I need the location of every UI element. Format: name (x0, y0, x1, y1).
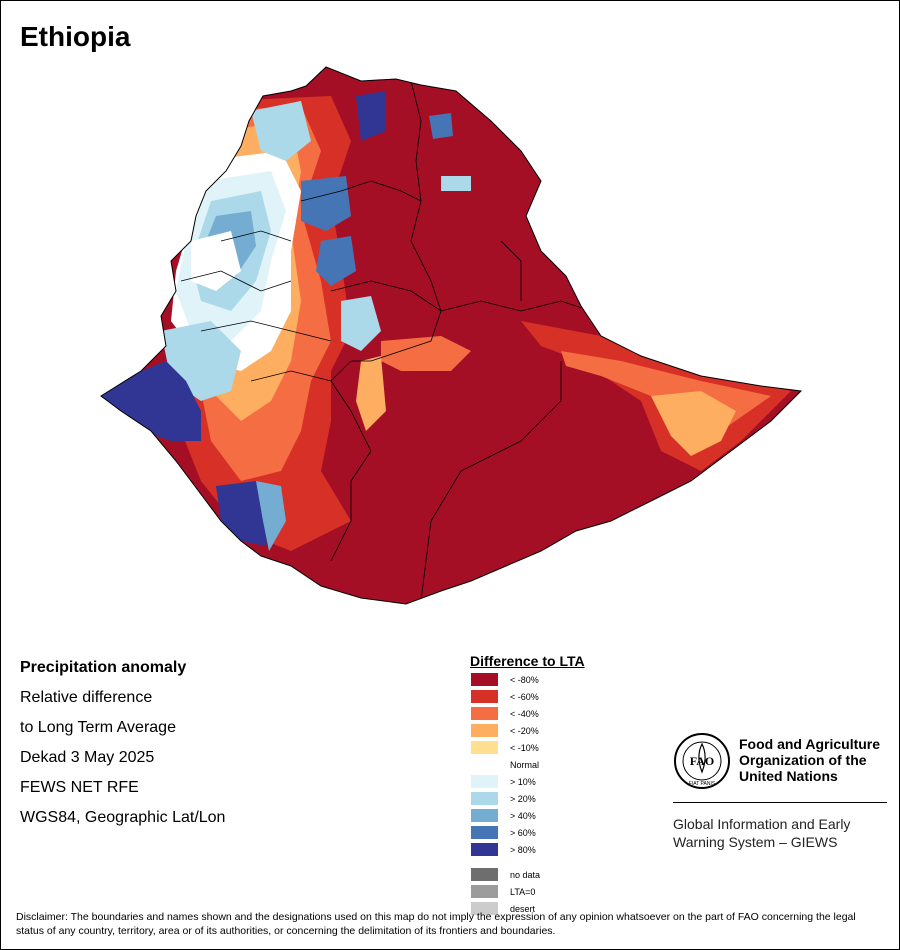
info-line-3: Dekad 3 May 2025 (20, 749, 155, 766)
info-line-4: FEWS NET RFE (20, 779, 139, 796)
legend-extra-label: LTA=0 (510, 887, 536, 897)
legend-items: < -80% < -60% < -40% < -20% < -10% Normal > 10… (470, 672, 670, 859)
legend-item-label: < -60% (510, 692, 539, 702)
organization-name-line-3: United Nations (739, 768, 838, 784)
legend-item-row: < -40% (470, 706, 670, 723)
anomaly-zone-surplus (251, 101, 311, 161)
legend-item-row: > 60% (470, 825, 670, 842)
legend-item-row: > 10% (470, 774, 670, 791)
country-outline (100, 66, 803, 605)
precipitation-anomaly-map (100, 66, 803, 605)
anomaly-fills (101, 67, 801, 604)
legend-item-swatch (471, 809, 498, 822)
legend-extras: no data LTA=0 desert (470, 867, 670, 918)
anomaly-zone-surplus (316, 236, 356, 286)
info-title: Precipitation anomaly (20, 659, 187, 676)
legend-item-swatch (471, 843, 498, 856)
map-title: Ethiopia (20, 21, 131, 52)
legend-item-row: < -10% (470, 740, 670, 757)
legend-item-label: < -10% (510, 743, 539, 753)
map-info: Precipitation anomaly Relative differenc… (20, 656, 400, 836)
anomaly-zone-surplus (341, 296, 381, 351)
legend-extra-label: desert (510, 904, 536, 914)
anomaly-zone-surplus (429, 113, 453, 139)
anomaly-zone-surplus (256, 481, 286, 551)
map-legend: Difference to LTA < -80% < -60% < -40% < -2… (470, 652, 670, 918)
anomaly-zone-deficit (381, 336, 471, 371)
anomaly-zone-surplus (356, 91, 386, 141)
anomaly-zone-surplus (101, 361, 201, 441)
legend-item-row: > 40% (470, 808, 670, 825)
disclaimer: Disclaimer: The boundaries and names sho… (16, 911, 856, 937)
system-name: Global Information and Early Warning Sys… (673, 815, 893, 851)
legend-title: Difference to LTA (470, 653, 585, 669)
anomaly-zone-deficit (356, 356, 386, 431)
legend-item-row: > 80% (470, 842, 670, 859)
legend-item-swatch (471, 775, 498, 788)
anomaly-zone-surplus (191, 231, 241, 291)
legend-item-label: > 10% (510, 777, 536, 787)
organization-name-line-2: Organization of the (739, 752, 867, 768)
emblem-motto: FIAT PANIS (689, 781, 716, 787)
legend-extra-label: no data (510, 870, 541, 880)
legend-item-row: < -60% (470, 689, 670, 706)
legend-item-swatch (471, 826, 498, 839)
legend-item-swatch (471, 741, 498, 754)
legend-extra-row: no data (470, 867, 670, 884)
legend-extra-swatch (471, 868, 498, 881)
system-name-line-2: Warning System – GIEWS (673, 834, 838, 850)
legend-item-swatch (471, 724, 498, 737)
legend-item-label: Normal (510, 760, 540, 770)
system-name-line-1: Global Information and Early (673, 816, 851, 832)
legend-item-swatch (471, 690, 498, 703)
legend-item-row: < -20% (470, 723, 670, 740)
legend-extra-row: desert (470, 901, 670, 918)
legend-item-label: < -20% (510, 726, 539, 736)
legend-extra-swatch (471, 902, 498, 915)
legend-extra-swatch (471, 885, 498, 898)
legend-item-label: < -40% (510, 709, 539, 719)
organization-name: Food and Agriculture Organization of the… (739, 736, 899, 784)
legend-item-label: > 60% (510, 828, 536, 838)
region-boundaries (180, 80, 592, 602)
anomaly-zone-deficit (101, 67, 801, 604)
divider (673, 802, 887, 803)
legend-extra-row: LTA=0 (470, 884, 670, 901)
anomaly-zone-surplus (301, 176, 351, 231)
legend-item-row: < -80% (470, 672, 670, 689)
anomaly-zone-deficit (651, 391, 736, 456)
info-line-2: to Long Term Average (20, 719, 176, 736)
legend-item-row: Normal (470, 757, 670, 774)
info-line-1: Relative difference (20, 689, 153, 706)
fao-logo-icon: FAO FIAT PANIS (674, 733, 730, 789)
legend-item-label: > 20% (510, 794, 536, 804)
legend-item-label: > 40% (510, 811, 536, 821)
info-line-5: WGS84, Geographic Lat/Lon (20, 809, 226, 826)
anomaly-zone-surplus (441, 176, 471, 191)
legend-item-swatch (471, 673, 498, 686)
emblem-letters: FAO (690, 754, 714, 768)
legend-item-row: > 20% (470, 791, 670, 808)
organization-name-line-1: Food and Agriculture (739, 736, 881, 752)
legend-item-swatch (471, 707, 498, 720)
legend-item-label: < -80% (510, 675, 539, 685)
legend-gap (470, 859, 670, 867)
legend-item-swatch (471, 792, 498, 805)
legend-item-label: > 80% (510, 845, 536, 855)
